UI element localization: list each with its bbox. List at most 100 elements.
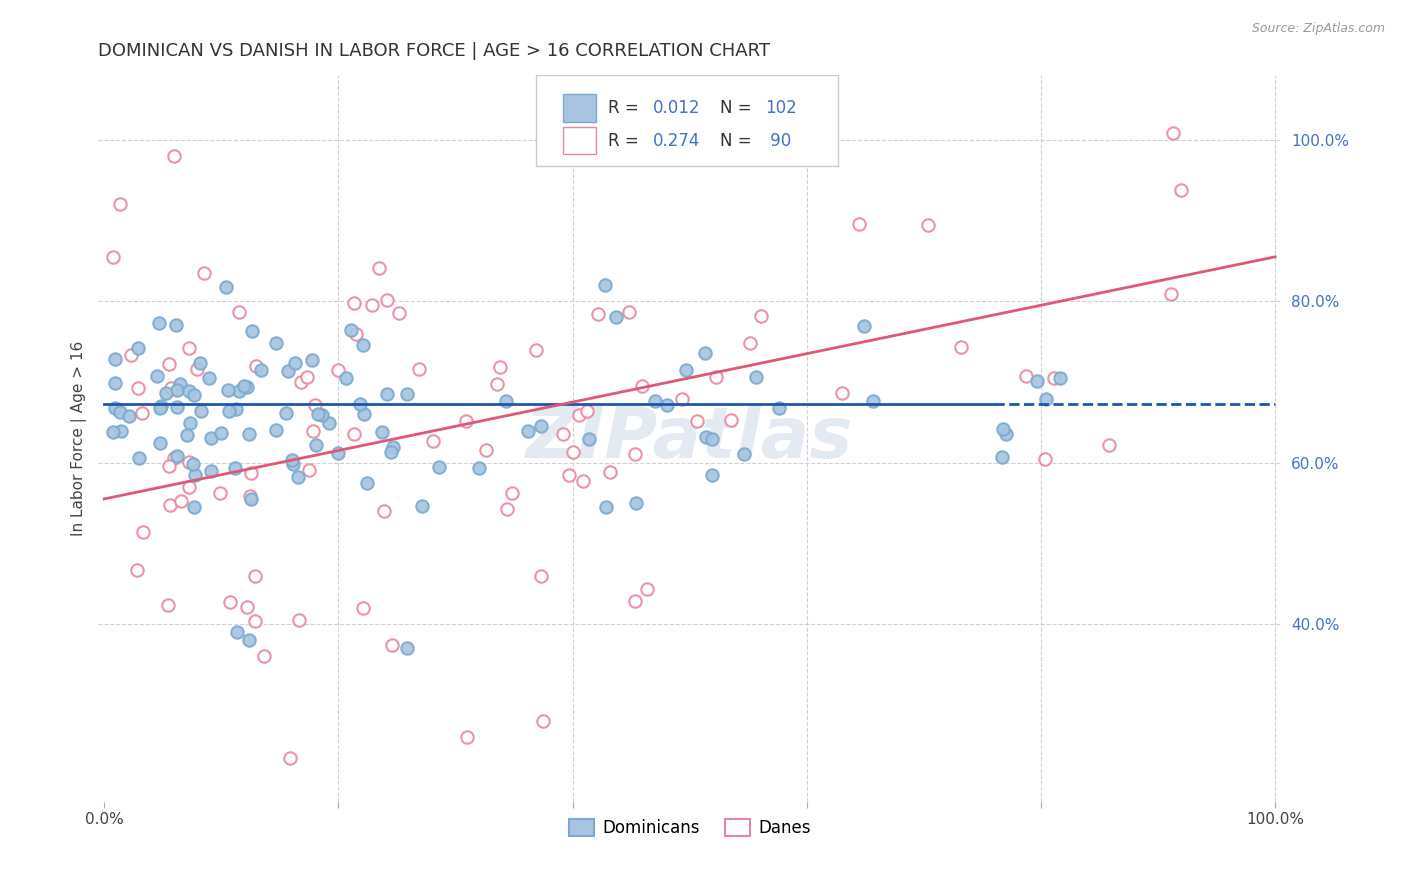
Point (190, 404, 212, 418)
Point (720, 413, 742, 427)
Point (274, 406, 297, 420)
Point (685, 414, 707, 428)
Point (671, 392, 693, 406)
Point (176, 428, 198, 442)
Point (301, 352, 323, 367)
Point (177, 480, 200, 494)
Point (533, 714, 555, 728)
Point (226, 625, 249, 640)
Point (349, 397, 371, 411)
Point (132, 524, 155, 539)
Point (599, 465, 621, 479)
Point (304, 398, 326, 412)
Point (149, 435, 172, 450)
Point (530, 419, 553, 434)
Point (1035, 392, 1057, 406)
Point (297, 369, 319, 384)
Point (340, 323, 363, 337)
Point (636, 582, 658, 597)
Point (388, 306, 411, 320)
Point (166, 383, 188, 397)
Point (104, 401, 127, 416)
Point (108, 197, 131, 211)
Point (740, 335, 762, 350)
Point (157, 598, 180, 612)
Point (1049, 371, 1071, 385)
Point (495, 394, 517, 409)
Point (475, 443, 498, 458)
Point (572, 474, 595, 488)
Point (1161, 126, 1184, 140)
Point (163, 450, 186, 465)
Point (733, 447, 755, 461)
Point (165, 318, 187, 333)
Text: 90: 90 (765, 132, 792, 150)
Point (288, 613, 311, 627)
Point (177, 341, 200, 355)
Point (427, 460, 450, 475)
Point (149, 401, 172, 415)
Point (243, 569, 266, 583)
Point (356, 475, 378, 490)
Text: 0.012: 0.012 (652, 99, 700, 117)
Point (149, 399, 172, 413)
Point (198, 370, 221, 384)
Point (287, 470, 309, 484)
Point (186, 361, 208, 376)
Point (290, 375, 312, 389)
Point (219, 594, 242, 608)
Point (181, 458, 204, 472)
Point (489, 359, 512, 374)
Point (375, 387, 398, 401)
Point (318, 416, 340, 430)
Point (644, 394, 666, 409)
Point (239, 489, 262, 503)
Point (224, 461, 246, 475)
Point (695, 430, 717, 444)
Point (235, 380, 257, 394)
Point (343, 295, 366, 310)
Text: ZIPatlas: ZIPatlas (526, 404, 853, 473)
Point (228, 305, 250, 319)
Point (561, 445, 583, 459)
Y-axis label: In Labor Force | Age > 16: In Labor Force | Age > 16 (72, 341, 87, 536)
Point (281, 457, 304, 471)
Point (127, 341, 149, 355)
Point (495, 501, 517, 516)
Point (991, 422, 1014, 436)
FancyBboxPatch shape (536, 75, 838, 166)
Point (169, 376, 191, 391)
Point (360, 298, 382, 312)
Point (395, 387, 418, 401)
Point (284, 356, 307, 370)
Point (307, 407, 329, 421)
Point (110, 424, 132, 438)
Point (166, 400, 188, 414)
Point (280, 453, 302, 467)
Point (558, 467, 581, 482)
Point (264, 423, 287, 437)
Point (233, 379, 256, 393)
Point (128, 450, 150, 465)
Point (704, 370, 727, 384)
Point (225, 401, 247, 416)
Point (170, 494, 193, 508)
Point (240, 491, 263, 506)
Point (305, 438, 328, 452)
Point (311, 408, 333, 422)
Legend: Dominicans, Danes: Dominicans, Danes (562, 813, 817, 844)
Point (353, 600, 375, 615)
Point (146, 369, 169, 384)
Point (104, 376, 127, 390)
Point (702, 433, 724, 447)
Point (617, 305, 640, 319)
FancyBboxPatch shape (564, 127, 596, 154)
Point (277, 364, 299, 378)
Point (188, 356, 211, 370)
Point (551, 426, 574, 441)
Text: R =: R = (609, 132, 644, 150)
Point (179, 384, 201, 398)
Point (238, 426, 260, 441)
Point (468, 461, 491, 475)
Point (228, 384, 250, 398)
